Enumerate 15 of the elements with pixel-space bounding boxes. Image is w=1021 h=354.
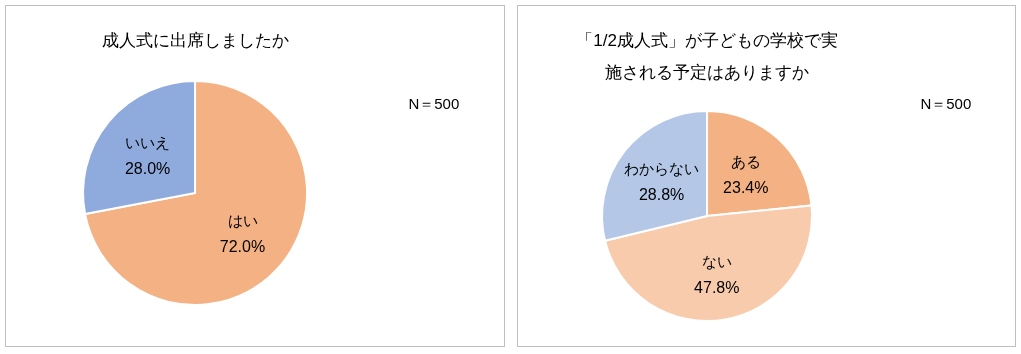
data-label: 47.8% xyxy=(693,278,739,296)
pie-slice xyxy=(84,80,309,306)
data-label: 23.4% xyxy=(722,179,768,197)
slice-label: はい xyxy=(227,212,258,230)
data-label: 28.8% xyxy=(638,186,684,204)
slice-label: ある xyxy=(730,153,761,171)
chart-title: 「1/2成人式」が子どもの学校で実施される予定はありますか xyxy=(575,31,838,82)
data-label: 28.0% xyxy=(124,159,171,177)
text: N＝500 xyxy=(408,95,460,112)
data-label: 72.0% xyxy=(219,238,266,256)
text: N＝500 xyxy=(919,95,971,112)
slice-label: わからない xyxy=(623,160,699,178)
slice-label: ない xyxy=(701,252,732,270)
chart-title: 成人式に出席しましたか xyxy=(101,31,289,50)
slice-label: いいえ xyxy=(125,133,171,151)
